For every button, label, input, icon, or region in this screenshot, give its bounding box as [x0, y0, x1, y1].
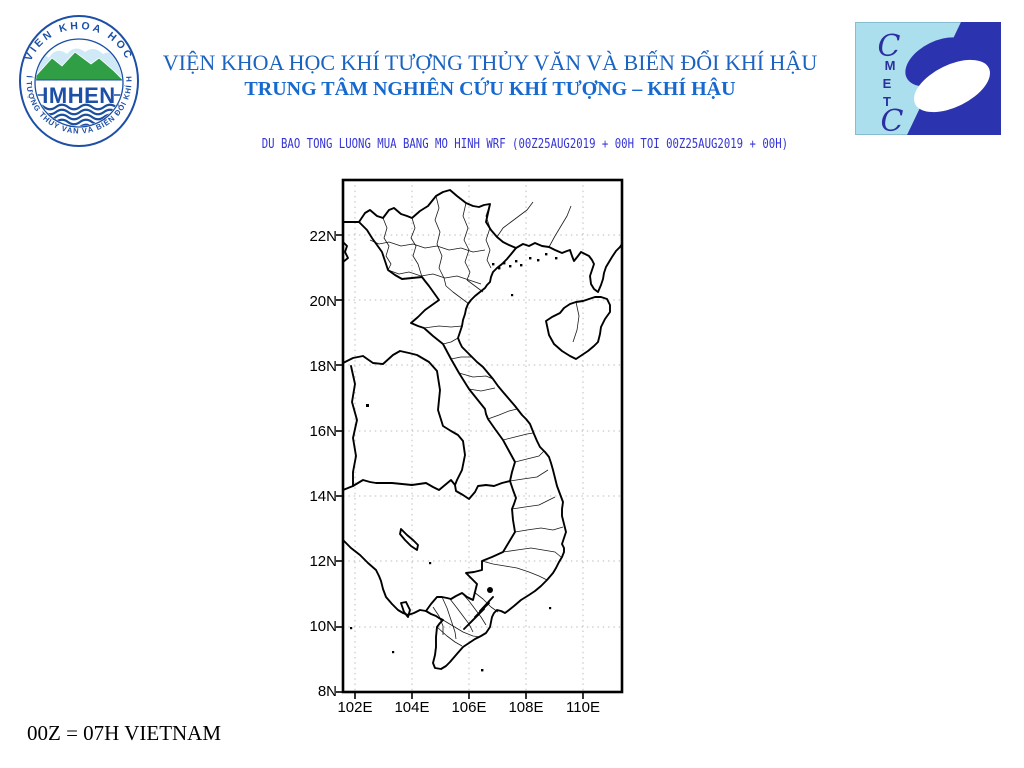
cmetc-letter-e: E: [883, 76, 892, 91]
imhen-logo-text: IMHEN: [42, 83, 115, 108]
y-axis-label-16n: 16N: [309, 423, 337, 440]
x-axis-label-106e: 106E: [451, 699, 487, 716]
x-axis-label-104e: 104E: [394, 699, 430, 716]
forecast-plot-title: DU BAO TONG LUONG MUA BANG MO HINH WRF (…: [204, 135, 788, 153]
forecast-plot-title-text: DU BAO TONG LUONG MUA BANG MO HINH WRF (…: [261, 137, 789, 152]
y-axis-label-8n: 8N: [317, 683, 337, 700]
cmetc-white-ellipse: [914, 59, 990, 113]
axis-ticks: [336, 234, 584, 699]
center-title: TRUNG TÂM NGHIÊN CỨU KHÍ TƯỢNG – KHÍ HẬU: [244, 78, 736, 100]
islands: [350, 253, 558, 672]
x-axis-label-108e: 108E: [508, 699, 544, 716]
imhen-logo: IMHEN VIEN KHOA HOC KHÍ TƯỢNG THỦY VĂN V…: [12, 10, 146, 152]
y-axis-label-12n: 12N: [309, 553, 337, 570]
cmetc-logo-graphic: C M E T C: [855, 22, 1001, 135]
map-gridlines: [343, 180, 622, 692]
cmetc-letter-c2: C: [881, 104, 904, 135]
imhen-logo-graphic: IMHEN VIEN KHOA HOC KHÍ TƯỢNG THỦY VĂN V…: [12, 10, 139, 147]
y-axis-label-18n: 18N: [309, 358, 337, 375]
coastlines-borders: [342, 189, 623, 672]
institute-title: VIỆN KHOA HỌC KHÍ TƯỢNG THỦY VĂN VÀ BIẾN…: [162, 50, 818, 75]
x-axis-label-110e: 110E: [566, 699, 600, 716]
cmetc-letter-c1: C: [878, 29, 901, 64]
plot-frame: [341, 178, 624, 694]
cmetc-logo: C M E T C: [855, 22, 1001, 135]
logo-mountains: [36, 51, 122, 81]
x-axis-label-102e: 102E: [337, 699, 373, 716]
vietnam-map-graphic: [336, 178, 624, 699]
y-axis-label-20n: 20N: [309, 293, 337, 310]
cmetc-letter-m: M: [885, 58, 896, 73]
vietnam-map: [333, 170, 632, 702]
y-axis-label-14n: 14N: [309, 488, 337, 505]
y-axis-label-22n: 22N: [309, 228, 337, 245]
province-borders: [369, 195, 580, 647]
timezone-note: 00Z = 07H VIETNAM: [27, 721, 222, 745]
y-axis-label-10n: 10N: [309, 618, 337, 635]
cmetc-letter-t: T: [883, 94, 891, 109]
